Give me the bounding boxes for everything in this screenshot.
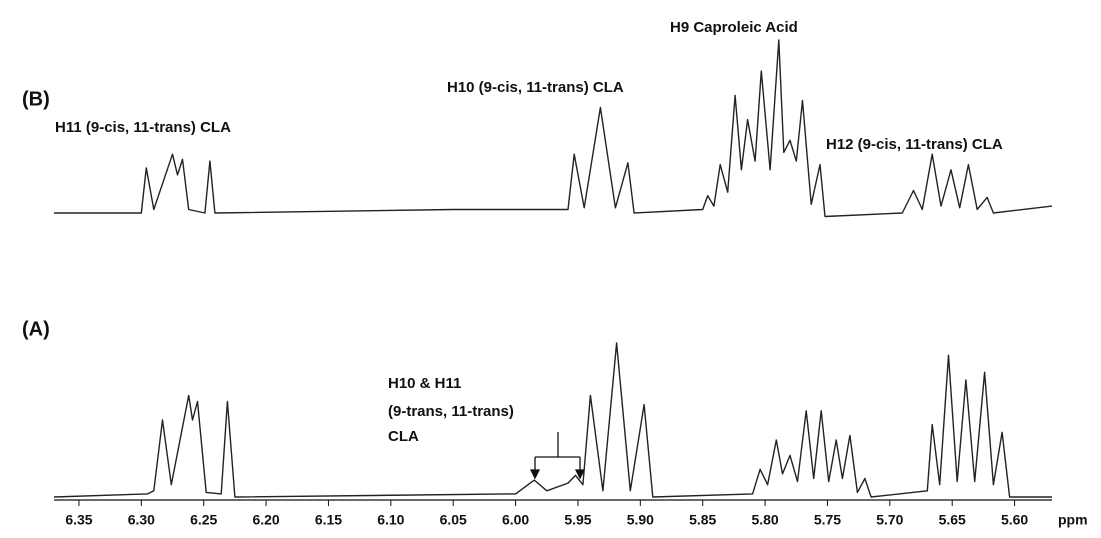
x-tick-label: 6.00 [502,512,529,528]
x-axis-label: ppm [1058,512,1088,528]
annotation: CLA [388,428,419,445]
x-tick-label: 5.85 [689,512,716,528]
x-tick-label: 5.65 [939,512,966,528]
x-tick-label: 5.60 [1001,512,1028,528]
x-tick-label: 6.35 [65,512,92,528]
annotation: (9-trans, 11-trans) [388,403,514,420]
spectrum-line [54,39,1053,218]
arrows [529,432,586,480]
annotation: H11 (9-cis, 11-trans) CLA [55,119,231,136]
x-tick-label: 6.05 [440,512,467,528]
x-tick-label: 6.25 [190,512,217,528]
x-tick-label: 5.70 [876,512,903,528]
x-tick-label: 5.80 [751,512,778,528]
x-tick-label: 5.95 [564,512,591,528]
x-tick-label: 5.90 [627,512,654,528]
panel-label: (A) [22,318,50,340]
x-tick-label: 6.20 [252,512,279,528]
annotation: H12 (9-cis, 11-trans) CLA [826,136,1003,153]
x-tick-label: 5.75 [814,512,841,528]
annotation: H10 (9-cis, 11-trans) CLA [447,79,624,96]
x-tick-label: 6.15 [315,512,342,528]
panel-label: (B) [22,88,50,110]
x-tick-label: 6.10 [377,512,404,528]
x-tick-label: 6.30 [128,512,155,528]
spectrum-line [53,342,1052,498]
annotation: H10 & H11 [388,375,461,392]
annotation: H9 Caproleic Acid [670,19,798,36]
